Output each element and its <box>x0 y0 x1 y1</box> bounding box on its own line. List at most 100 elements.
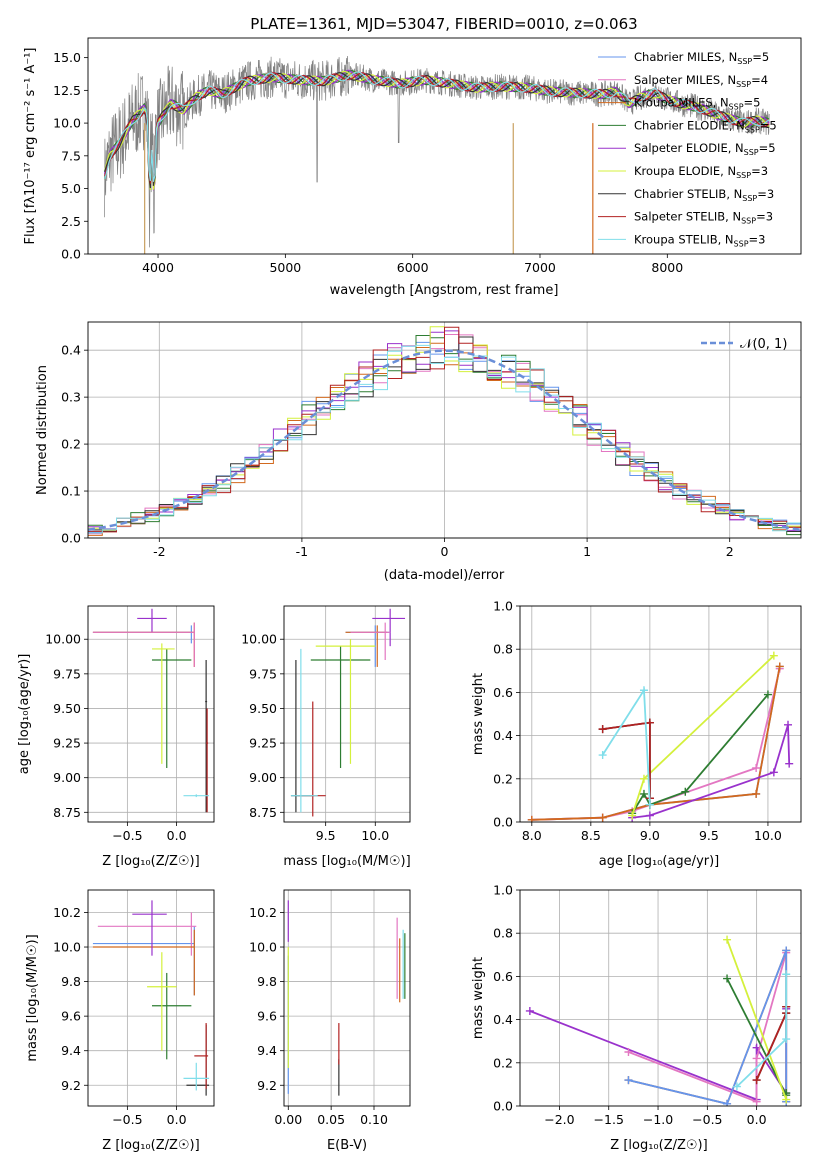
weight-marker <box>752 764 761 772</box>
legend-label-main: Salpeter ELODIE, N <box>634 141 744 155</box>
weight-line <box>531 666 781 821</box>
z-vs-mass-panel: −0.5 0.0 9.2 9.4 9.6 9.8 10.0 10.2 Z [log₁₀(Z/Z… <box>25 889 215 1153</box>
x-tick-label: 0 <box>441 544 449 559</box>
legend-label-end: =5 <box>759 141 776 155</box>
z-weight-y-label: mass weight <box>471 957 486 1039</box>
axes-frame <box>87 321 802 539</box>
weight-marker <box>752 1054 761 1063</box>
legend-label-5: Kroupa ELODIE, NSSP=3 <box>634 164 768 180</box>
legend-label-sub: SSP <box>742 194 757 203</box>
legend-label-end: =5 <box>744 96 761 110</box>
z-vs-age-plot-area: −0.5 0.0 8.75 9.00 9.25 9.50 9.75 10.00 <box>45 605 215 843</box>
legend-label-end: =3 <box>756 210 773 224</box>
y-tick-label: 0.0 <box>493 815 513 830</box>
y-tick-label: 9.8 <box>61 974 81 989</box>
weight-series <box>527 651 794 822</box>
x-tick-label: 9.5 <box>316 828 336 843</box>
weight-marker <box>785 759 794 768</box>
weight-marker <box>723 1099 732 1106</box>
y-tick-label: 12.5 <box>53 83 81 98</box>
y-tick-label: 9.50 <box>249 701 277 716</box>
axes-frame <box>283 889 411 1107</box>
legend-label-main: Kroupa MILES, N <box>634 96 729 110</box>
weight-marker <box>624 1076 633 1085</box>
spectrum-panel: PLATE=1361, MJD=53047, FIBERID=0010, z=0… <box>23 15 802 298</box>
x-tick-label: 8.5 <box>581 828 601 843</box>
legend-label-7: Salpeter STELIB, NSSP=3 <box>634 210 773 226</box>
y-tick-label: 0.2 <box>61 437 81 452</box>
age-weight-y-label: mass weight <box>471 673 486 755</box>
ebv-vs-mass-x-label: E(B-V) <box>327 1138 367 1153</box>
errorbar-points <box>290 608 406 817</box>
y-tick-label: 10.00 <box>45 632 81 647</box>
weight-marker <box>752 789 761 798</box>
y-tick-label: 9.2 <box>61 1078 81 1093</box>
x-tick-label: −0.5 <box>692 1112 722 1127</box>
y-tick-label: 9.6 <box>257 1009 277 1024</box>
z-vs-mass-y-label: mass [log₁₀(M/M☉)] <box>25 934 40 1061</box>
model-spectrum-line <box>104 71 770 182</box>
y-tick-label: 5.0 <box>61 181 81 196</box>
weight-marker <box>639 774 648 783</box>
legend-label-end: =3 <box>757 187 774 201</box>
normal-curve-legend-label: 𝒩(0, 1) <box>740 337 787 352</box>
y-tick-label: 9.8 <box>257 974 277 989</box>
y-tick-label: 9.75 <box>53 666 81 681</box>
weight-marker <box>624 1048 633 1056</box>
legend-label-main: Salpeter MILES, N <box>634 73 736 87</box>
y-tick-label: 0.2 <box>493 771 513 786</box>
z-weight-panel: −2.0 −1.5 −1.0 −0.5 0.0 0.0 0.2 0.4 0.6 0.8 1.0 Z … <box>471 883 802 1153</box>
y-tick-label: 9.2 <box>257 1078 277 1093</box>
x-tick-label: 6000 <box>397 260 429 275</box>
y-tick-label: 9.75 <box>249 666 277 681</box>
legend-label-end: =4 <box>751 73 768 87</box>
weight-marker <box>784 720 793 729</box>
z-vs-age-y-label: age [log₁₀(age/yr)] <box>17 654 32 775</box>
histogram-series-step <box>88 344 801 534</box>
spectrum-x-label: wavelength [Angstrom, rest frame] <box>330 283 559 298</box>
weight-marker <box>639 686 648 695</box>
weight-marker <box>681 787 690 796</box>
weight-line <box>602 721 651 799</box>
weight-marker <box>732 1082 741 1091</box>
y-tick-label: 10.0 <box>249 940 277 955</box>
weight-marker <box>639 789 648 798</box>
y-tick-label: 0.0 <box>493 1099 513 1114</box>
y-tick-label: 10.0 <box>53 116 81 131</box>
histogram-y-label: Normed distribution <box>35 365 50 495</box>
weight-marker <box>598 751 607 760</box>
mass-vs-age-plot-area: 9.5 10.0 8.75 9.00 9.25 9.50 9.75 10.00 <box>241 605 411 843</box>
weight-marker <box>752 1076 761 1085</box>
spectrum-title: PLATE=1361, MJD=53047, FIBERID=0010, z=0… <box>250 15 637 33</box>
legend-label-sub: SSP <box>736 80 751 89</box>
spectrum-plot-area: 4000 5000 6000 7000 8000 0.0 2.5 5.0 7.5 10.0 12.5… <box>53 37 802 275</box>
y-tick-label: 1.0 <box>493 599 513 614</box>
weight-marker <box>782 1035 791 1044</box>
weight-marker <box>645 718 654 727</box>
legend-label-sub: SSP <box>734 239 749 248</box>
weight-marker <box>645 811 654 820</box>
legend-label-sub: SSP <box>745 125 760 134</box>
x-tick-label: 0.05 <box>317 1112 345 1127</box>
legend-label-main: Chabrier STELIB, N <box>634 187 742 201</box>
y-tick-label: 0.8 <box>493 642 513 657</box>
x-tick-label: 4000 <box>142 260 174 275</box>
z-vs-mass-x-label: Z [log₁₀(Z/Z☉)] <box>102 1138 199 1153</box>
x-tick-label: 9.0 <box>640 828 660 843</box>
weight-line <box>726 939 788 1100</box>
histogram-x-label: (data-model)/error <box>384 568 505 583</box>
x-tick-label: 0.0 <box>747 1112 767 1127</box>
x-tick-label: −2.0 <box>544 1112 574 1127</box>
y-tick-label: 0.0 <box>61 247 81 262</box>
y-tick-label: 2.5 <box>61 214 81 229</box>
y-tick-label: 0.1 <box>61 484 81 499</box>
weight-marker <box>769 768 778 777</box>
weight-marker <box>723 935 732 944</box>
x-tick-label: 10.0 <box>361 828 389 843</box>
z-vs-age-x-label: Z [log₁₀(Z/Z☉)] <box>102 854 199 869</box>
weight-marker <box>763 690 772 699</box>
legend-label-end: =5 <box>752 50 769 64</box>
legend-label-sub: SSP <box>729 103 744 112</box>
y-tick-label: 9.25 <box>53 736 81 751</box>
